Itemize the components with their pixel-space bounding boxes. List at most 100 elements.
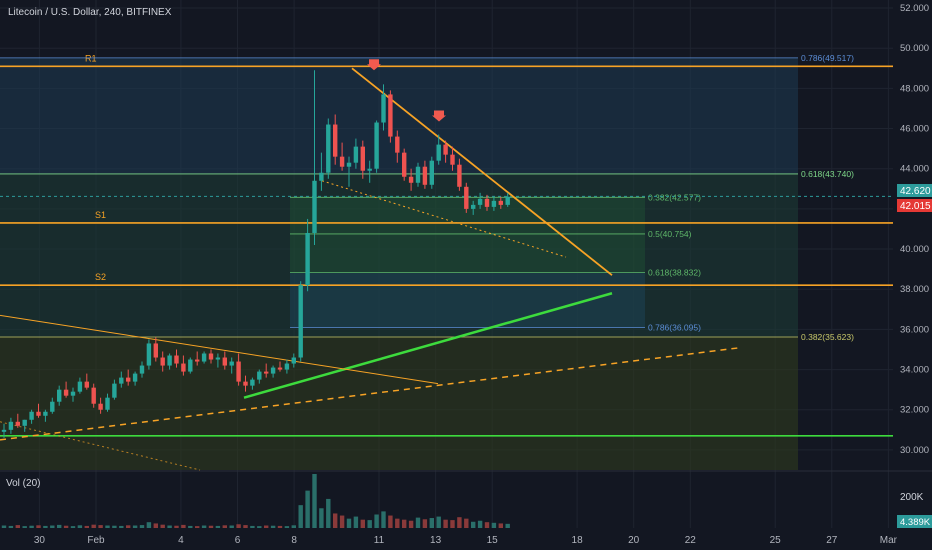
candle-body[interactable] [132, 373, 138, 382]
candle-body[interactable] [477, 198, 483, 205]
volume-bar [415, 517, 421, 528]
candle-body[interactable] [498, 200, 503, 205]
candle-body[interactable] [167, 355, 172, 366]
candle-body[interactable] [270, 367, 276, 374]
volume-bar [339, 515, 345, 528]
candle-body[interactable] [29, 411, 34, 420]
candle-body[interactable] [381, 94, 386, 123]
volume-bar [346, 518, 352, 528]
candle-body[interactable] [84, 381, 89, 388]
candle-body[interactable] [1, 429, 7, 432]
volume-bar [353, 516, 359, 528]
candle-body[interactable] [119, 377, 124, 384]
candle-body[interactable] [8, 421, 14, 430]
candle-body[interactable] [195, 359, 200, 362]
candle-body[interactable] [464, 186, 469, 209]
candle-body[interactable] [319, 172, 324, 181]
candle-body[interactable] [457, 164, 462, 187]
candle-body[interactable] [284, 363, 290, 370]
candle-body[interactable] [181, 363, 186, 372]
candle-body[interactable] [77, 381, 83, 392]
candle-body[interactable] [491, 200, 497, 207]
candle-body[interactable] [257, 371, 262, 380]
candle-body[interactable] [346, 162, 352, 167]
candle-body[interactable] [146, 343, 152, 366]
candle-body[interactable] [174, 355, 179, 364]
candle-body[interactable] [388, 94, 393, 137]
time-axis[interactable]: 30 Feb 4 6 8 11 13 15 18 20 22 25 27 Mar [34, 535, 898, 546]
candle-body[interactable] [98, 403, 103, 410]
candle-body[interactable] [50, 401, 55, 412]
volume-bar [50, 525, 55, 528]
candle-body[interactable] [22, 419, 27, 426]
candle-body[interactable] [105, 397, 110, 410]
candle-body[interactable] [126, 377, 131, 382]
candle-body[interactable] [222, 357, 227, 366]
candle-body[interactable] [415, 166, 421, 183]
candle-body[interactable] [291, 357, 296, 364]
volume-bar [174, 525, 179, 528]
price-tick-label: 44.000 [900, 164, 929, 175]
volume-bar [22, 526, 27, 528]
candle-body[interactable] [443, 144, 448, 155]
candle-body[interactable] [408, 176, 414, 183]
candle-body[interactable] [153, 343, 158, 358]
candle-body[interactable] [339, 156, 345, 167]
candle-body[interactable] [402, 152, 407, 177]
volume-bar [8, 525, 14, 528]
time-tick-label: 4 [178, 535, 184, 546]
candle-body[interactable] [139, 365, 145, 374]
candle-body[interactable] [422, 166, 428, 185]
candle-body[interactable] [484, 198, 490, 207]
candle-body[interactable] [298, 285, 303, 358]
candle-body[interactable] [43, 411, 48, 416]
volume-bar [229, 525, 234, 528]
candle-body[interactable] [70, 391, 76, 396]
volume-bar [388, 515, 393, 528]
candle-body[interactable] [264, 371, 269, 374]
candle-body[interactable] [436, 144, 441, 161]
candle-body[interactable] [91, 387, 96, 404]
volume-bar [422, 519, 428, 528]
candle-body[interactable] [353, 146, 359, 163]
fib-zone-lower [0, 336, 798, 470]
candle-body[interactable] [36, 411, 41, 416]
candle-body[interactable] [450, 154, 455, 165]
candle-body[interactable] [201, 353, 207, 362]
candle-body[interactable] [57, 389, 62, 402]
fib-lower-label: 0.5(40.754) [648, 229, 692, 239]
trendlines [0, 67, 743, 471]
candle-body[interactable] [63, 389, 69, 396]
candle-body[interactable] [326, 124, 331, 173]
candle-body[interactable] [471, 204, 476, 209]
candle-body[interactable] [229, 361, 234, 366]
candle-body[interactable] [305, 232, 310, 286]
candle-body[interactable] [367, 168, 372, 171]
candle-body[interactable] [429, 160, 434, 185]
candle-body[interactable] [395, 136, 400, 153]
volume-bar [167, 525, 172, 528]
fib-zones [0, 57, 798, 470]
candle-body[interactable] [360, 146, 365, 171]
fib-upper-label: 0.786(49.517) [801, 53, 854, 63]
candle-body[interactable] [312, 180, 317, 233]
candle-body[interactable] [15, 421, 20, 426]
candle-body[interactable] [505, 196, 510, 205]
candle-body[interactable] [160, 357, 165, 366]
volume-bar [291, 525, 296, 528]
chart-title: Litecoin / U.S. Dollar, 240, BITFINEX [8, 7, 172, 18]
candle-body[interactable] [236, 361, 241, 382]
candle-body[interactable] [374, 122, 379, 169]
candle-body[interactable] [250, 379, 255, 386]
time-tick-label: 13 [430, 535, 442, 546]
candle-body[interactable] [333, 124, 338, 157]
candle-body[interactable] [277, 367, 283, 370]
volume-bar [195, 526, 200, 528]
candle-body[interactable] [243, 381, 248, 386]
candle-body[interactable] [188, 359, 193, 372]
candle-body[interactable] [112, 383, 117, 398]
candles[interactable] [1, 70, 510, 438]
candle-body[interactable] [208, 353, 214, 360]
candle-body[interactable] [215, 357, 221, 360]
